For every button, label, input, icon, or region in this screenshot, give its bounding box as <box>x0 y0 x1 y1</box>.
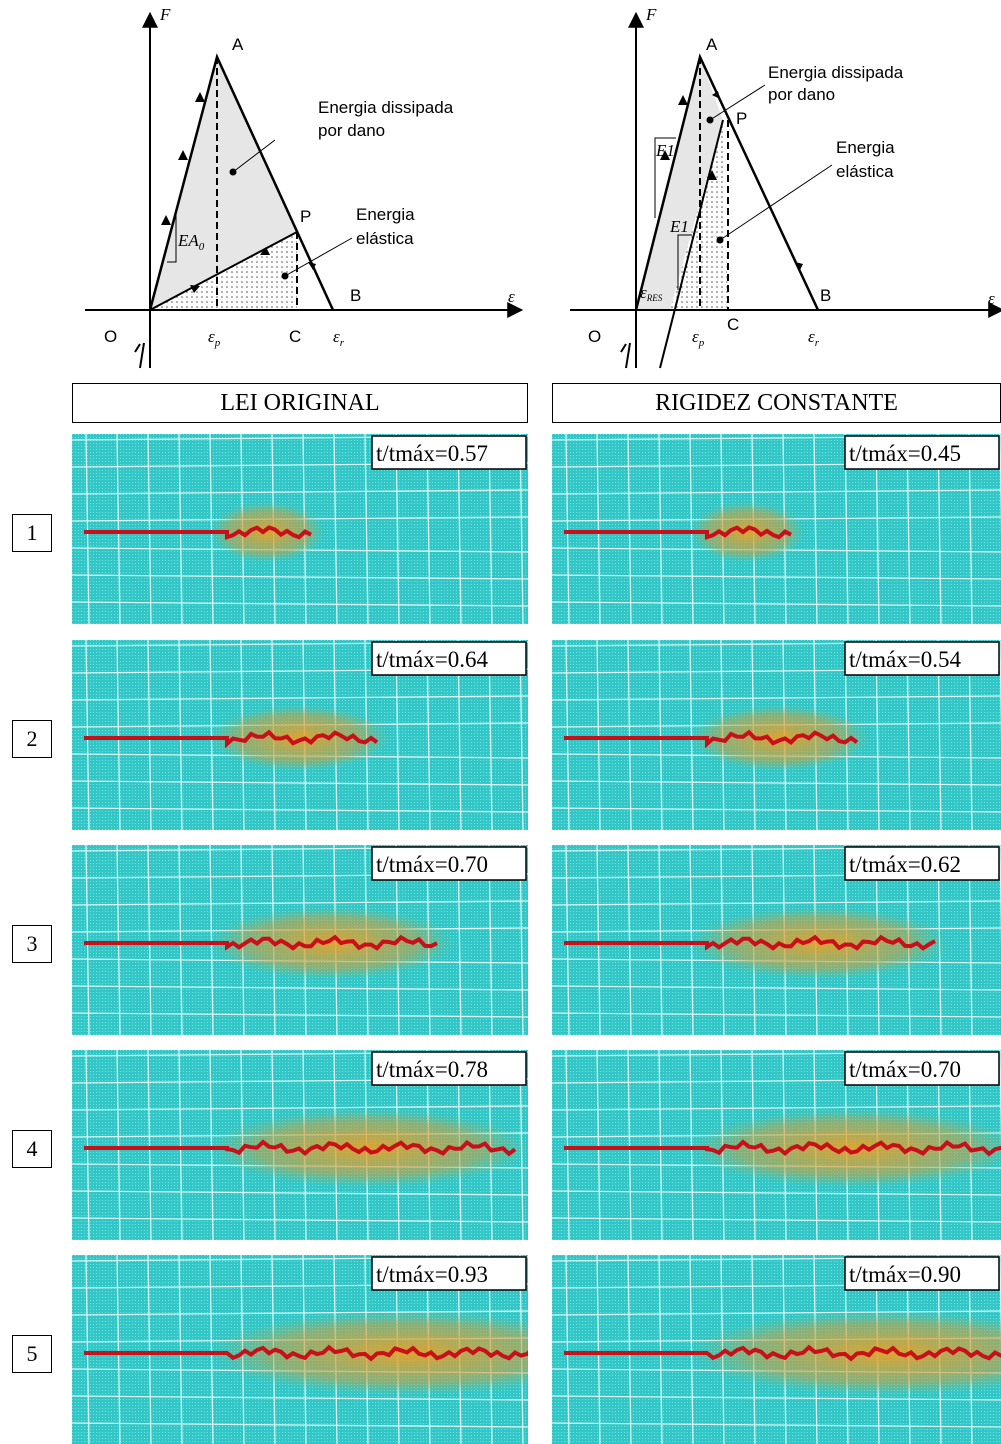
label: C <box>727 315 739 334</box>
label: E1 <box>669 217 689 236</box>
row-number: 4 <box>12 1130 52 1168</box>
label: O <box>588 327 601 346</box>
simulation-image: t/tmáx=0.54 <box>552 640 1001 830</box>
simulation-panel: t/tmáx=0.54 <box>552 640 1001 830</box>
reload-tail <box>135 343 144 368</box>
time-label: t/tmáx=0.93 <box>376 1262 488 1287</box>
label: ε <box>988 289 995 308</box>
row-number: 1 <box>12 514 52 552</box>
simulation-image: t/tmáx=0.70 <box>72 845 528 1035</box>
time-label: t/tmáx=0.54 <box>849 647 961 672</box>
label: B <box>350 286 361 305</box>
simulation-panel: t/tmáx=0.70 <box>552 1050 1001 1240</box>
simulation-panel: t/tmáx=0.45 <box>552 434 1001 624</box>
label: Energia <box>836 138 895 157</box>
time-label: t/tmáx=0.57 <box>376 441 488 466</box>
label: Energia <box>356 205 415 224</box>
time-label: t/tmáx=0.90 <box>849 1262 961 1287</box>
page: F A Energia dissipada por dano P Energia… <box>0 0 1001 1444</box>
label: B <box>820 286 831 305</box>
label: εr <box>333 327 345 349</box>
label: εp <box>208 327 221 349</box>
simulation-image: t/tmáx=0.57 <box>72 434 528 624</box>
simulation-panel: t/tmáx=0.64 <box>72 640 528 830</box>
label: F <box>159 5 171 24</box>
simulation-image: t/tmáx=0.70 <box>552 1050 1001 1240</box>
label: P <box>736 109 747 128</box>
label: A <box>232 35 244 54</box>
label: ε <box>508 287 515 306</box>
column-header: LEI ORIGINAL <box>72 383 528 423</box>
simulation-panel: t/tmáx=0.90 <box>552 1255 1001 1444</box>
simulation-image: t/tmáx=0.78 <box>72 1050 528 1240</box>
diagram-original: F A Energia dissipada por dano P Energia… <box>0 0 540 370</box>
leader-dot <box>282 273 289 280</box>
label: elástica <box>356 229 414 248</box>
column-header: RIGIDEZ CONSTANTE <box>552 383 1001 423</box>
time-label: t/tmáx=0.70 <box>376 852 488 877</box>
leader-dot <box>230 169 237 176</box>
label: εr <box>808 327 820 349</box>
label: εp <box>692 327 705 349</box>
row-number: 3 <box>12 925 52 963</box>
label: C <box>289 327 301 346</box>
simulation-panel: t/tmáx=0.70 <box>72 845 528 1035</box>
simulation-image: t/tmáx=0.62 <box>552 845 1001 1035</box>
time-label: t/tmáx=0.78 <box>376 1057 488 1082</box>
label: por dano <box>768 85 835 104</box>
row-number: 5 <box>12 1335 52 1373</box>
leader-dot <box>707 117 714 124</box>
label: E1 <box>655 141 675 160</box>
leader-dot <box>717 237 724 244</box>
label: por dano <box>318 121 385 140</box>
time-label: t/tmáx=0.45 <box>849 441 961 466</box>
label: F <box>645 5 657 24</box>
simulation-panel: t/tmáx=0.62 <box>552 845 1001 1035</box>
time-label: t/tmáx=0.62 <box>849 852 961 877</box>
simulation-image: t/tmáx=0.45 <box>552 434 1001 624</box>
label: O <box>104 327 117 346</box>
leader <box>720 165 832 240</box>
time-label: t/tmáx=0.64 <box>376 647 488 672</box>
label: Energia dissipada <box>318 98 454 117</box>
simulation-image: t/tmáx=0.90 <box>552 1255 1001 1444</box>
simulation-panel: t/tmáx=0.78 <box>72 1050 528 1240</box>
label: P <box>300 207 311 226</box>
reload-tail <box>621 343 630 368</box>
simulation-panel: t/tmáx=0.93 <box>72 1255 528 1444</box>
label: elástica <box>836 162 894 181</box>
label: A <box>706 35 718 54</box>
simulation-image: t/tmáx=0.64 <box>72 640 528 830</box>
label: Energia dissipada <box>768 63 904 82</box>
time-label: t/tmáx=0.70 <box>849 1057 961 1082</box>
row-number: 2 <box>12 720 52 758</box>
simulation-panel: t/tmáx=0.57 <box>72 434 528 624</box>
diagram-constant: F A Energia dissipada por dano P Energia… <box>540 0 1001 370</box>
simulation-image: t/tmáx=0.93 <box>72 1255 528 1444</box>
